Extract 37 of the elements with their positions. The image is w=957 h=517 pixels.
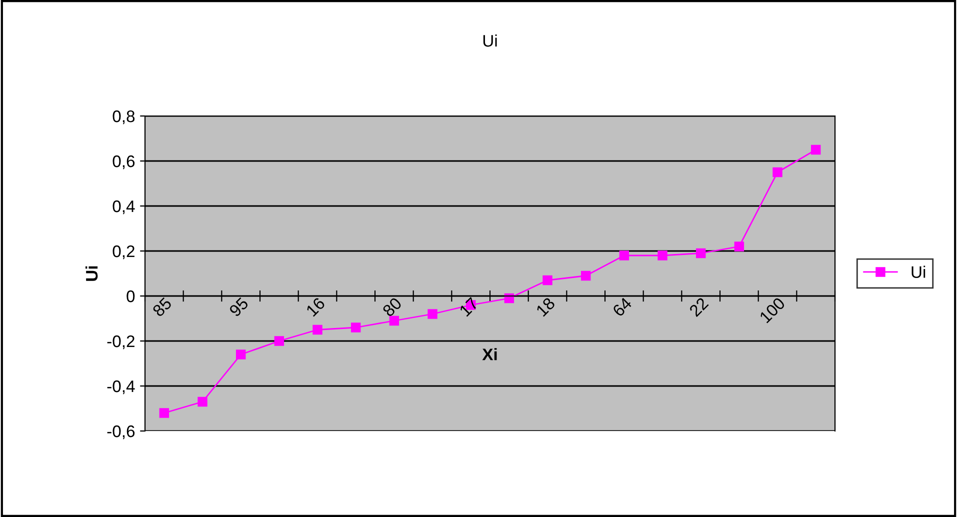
y-tick-label: -0,2 [107, 335, 134, 350]
point [389, 316, 400, 326]
legend-label: Ui [912, 266, 926, 278]
x-tick-label: 95 [228, 296, 249, 318]
chart-title: Ui [483, 34, 497, 47]
point [236, 350, 246, 360]
x-axis-title: Xi [482, 348, 497, 360]
point [312, 324, 322, 335]
x-tick-label: 100 [759, 296, 786, 324]
point [619, 250, 630, 260]
point [772, 167, 782, 178]
point [198, 396, 208, 407]
point [274, 336, 284, 346]
y-tick-label: 0,6 [112, 155, 135, 170]
point [696, 248, 706, 258]
y-tick-label: -0,6 [107, 425, 135, 440]
y-tick-label: 0 [126, 290, 135, 302]
x-tick-label: 85 [152, 296, 172, 318]
y-tick-label: 0,4 [112, 200, 135, 214]
y-tick-label: -0,4 [107, 380, 135, 394]
x-tick-label: 17 [459, 297, 479, 317]
point [658, 250, 668, 260]
point [159, 408, 170, 418]
y-tick-label: 0,8 [112, 110, 135, 124]
y-tick-label: 0,2 [112, 245, 134, 260]
point [428, 309, 438, 319]
point [542, 275, 552, 286]
x-tick-label: 16 [306, 296, 326, 317]
x-tick-label: 22 [688, 296, 709, 318]
x-tick-label: 80 [382, 296, 402, 318]
point [734, 242, 744, 252]
point [350, 322, 361, 332]
point [810, 144, 821, 155]
y-axis-title: Ui [85, 266, 98, 281]
x-tick-label: 64 [612, 296, 632, 318]
point [580, 270, 591, 281]
x-tick-label: 18 [536, 296, 556, 317]
